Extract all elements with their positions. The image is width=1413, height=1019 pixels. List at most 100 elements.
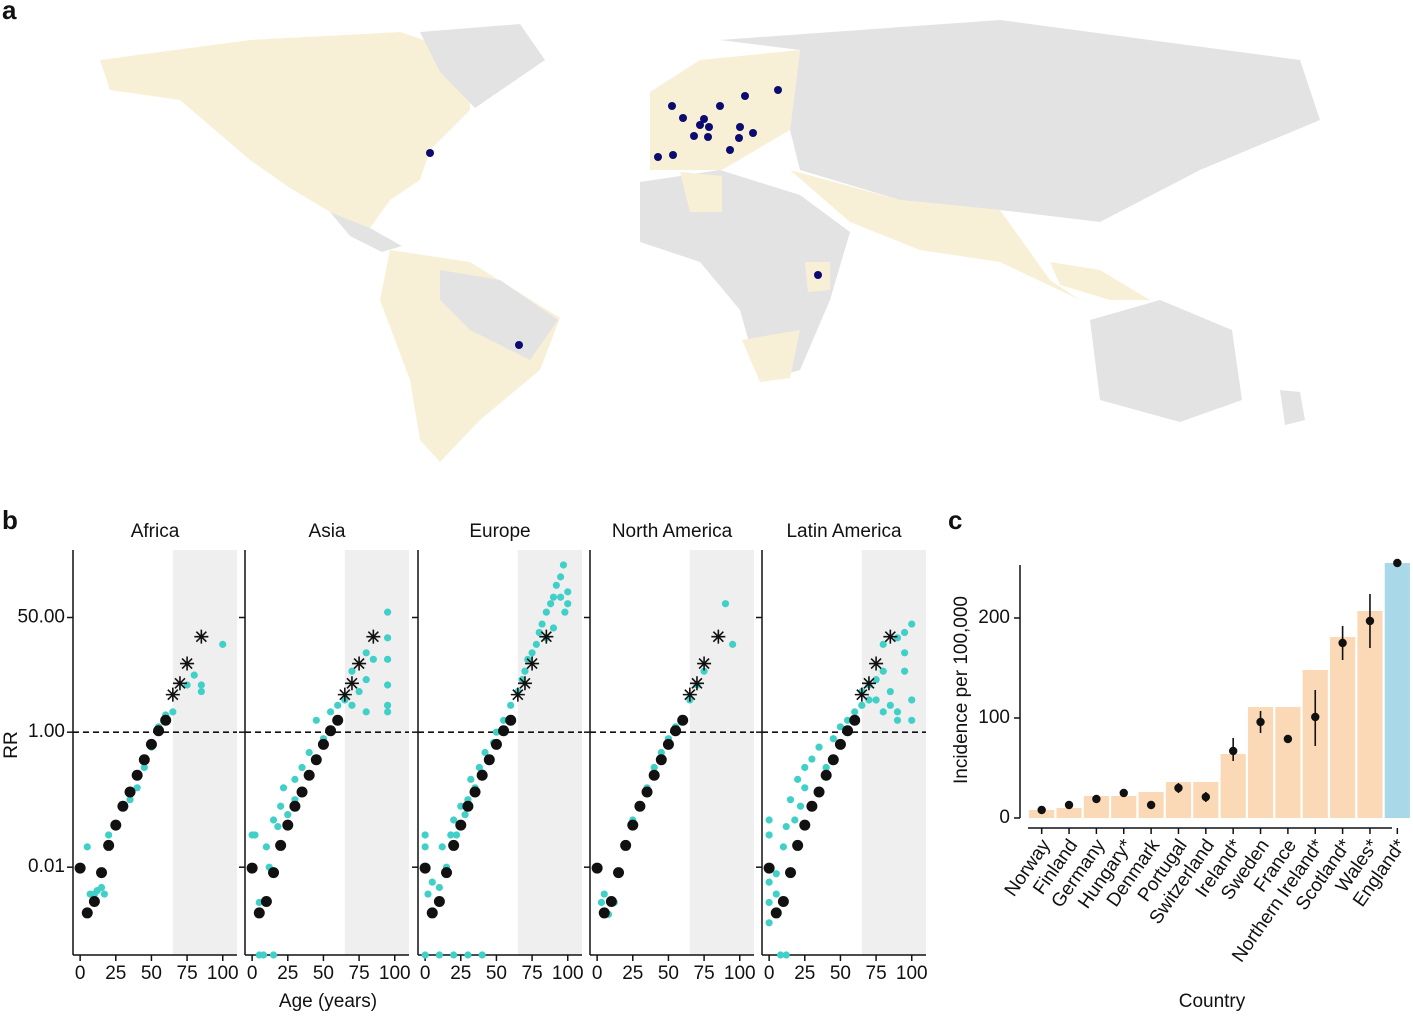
point [105,831,113,839]
x-tick-label: 100 [896,963,928,984]
point [355,687,363,696]
point [298,763,306,772]
x-tick-label: 25 [277,963,298,984]
site [679,114,687,122]
shaded-region [172,550,237,955]
point [262,843,270,851]
reference-point [469,786,481,798]
point [782,822,790,831]
point [450,816,458,824]
point [97,883,106,892]
estimate-point [1311,712,1320,722]
reference-point [303,769,315,781]
land [440,270,558,360]
reference-point [834,738,846,750]
reference-point [441,867,453,879]
reference-point [792,839,804,851]
reference-point [124,786,136,798]
reference-point [677,714,689,726]
point [424,890,432,898]
reference-point [842,725,854,737]
reference-point [483,754,495,766]
reference-point [131,769,143,781]
point [765,898,773,907]
land [100,32,470,228]
point [452,831,461,839]
x-tick-label: 75 [349,963,370,984]
y-axis-label: RR [1,731,22,758]
estimate-point [1119,788,1128,798]
point [801,763,809,772]
x-tick-label: 75 [866,963,887,984]
star [165,687,180,702]
reference-point [785,867,797,879]
x-tick-label: 0 [764,963,775,984]
x-tick-label: 50 [830,963,851,984]
x-axis-label: Country [1179,991,1246,1012]
reference-point [145,738,157,750]
point [447,831,455,839]
x-tick-label: 100 [379,963,411,984]
reference-point [433,896,445,908]
panel-label: c [948,505,962,535]
point [549,624,558,632]
x-axis-label: Age (years) [279,991,377,1012]
site [704,133,712,141]
point [782,951,790,959]
x-tick-label: 0 [420,963,431,984]
point [507,701,515,709]
estimate-point [1283,734,1293,744]
reference-point [799,819,811,831]
star [711,629,726,644]
point [801,784,809,792]
star [366,629,381,644]
point [467,775,475,783]
point [291,775,299,783]
point [384,608,392,616]
bar [1384,563,1410,818]
point [765,816,773,824]
x-tick-label: 100 [552,963,584,984]
x-tick-label: 50 [486,963,507,984]
x-tick-label: 25 [105,963,126,984]
bar [1220,754,1246,818]
site [741,92,749,100]
land [720,20,1320,222]
point [521,667,529,675]
x-tick-label: 75 [522,963,543,984]
star [180,656,195,671]
y-tick-label: 100 [978,707,1010,728]
point [538,620,546,628]
world-map [100,20,1320,462]
x-tick-label: 0 [247,963,258,984]
estimate-point [1064,800,1074,810]
star [517,676,532,691]
star [510,687,525,702]
point [600,890,608,898]
point [259,951,268,959]
reference-point [598,907,610,919]
x-tick-label: 100 [724,963,756,984]
point [547,600,555,608]
site [700,115,708,123]
land [330,212,402,252]
reference-point [419,862,431,874]
bar [1111,796,1137,818]
point [893,716,902,724]
reference-point [498,725,510,737]
point [384,681,392,689]
point [133,784,141,792]
star [861,676,876,691]
point [421,843,429,851]
point [822,763,830,772]
point [879,640,887,648]
reference-point [655,754,667,766]
point [776,951,785,959]
point [901,667,909,675]
point [369,655,377,663]
point [542,608,550,616]
point [384,634,392,642]
shaded-region [344,550,409,955]
point [851,708,859,716]
panel-label: b [2,505,18,535]
